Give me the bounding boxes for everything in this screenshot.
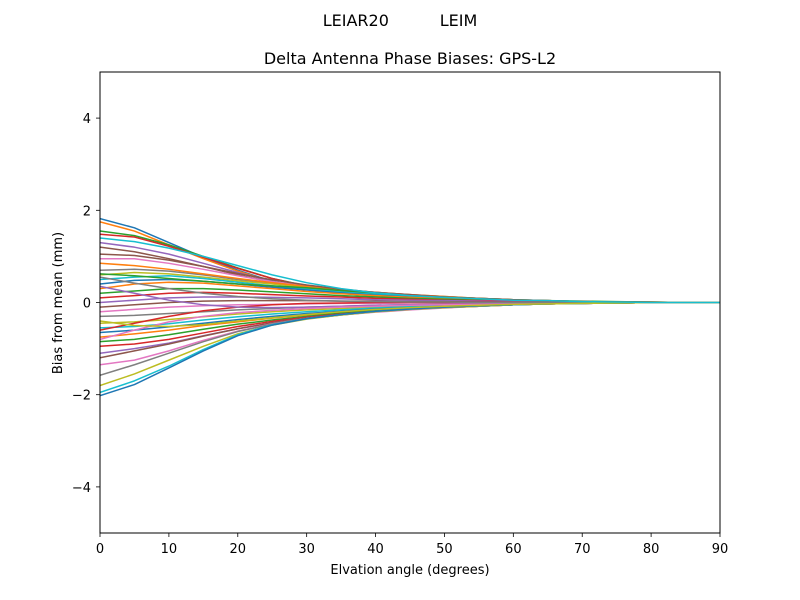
y-axis: −4 −2 0 2 4: [72, 112, 100, 496]
chart-title: Delta Antenna Phase Biases: GPS-L2: [264, 49, 556, 68]
y-tick-label: 2: [83, 204, 91, 219]
x-tick-label: 0: [96, 542, 104, 557]
x-tick-label: 20: [230, 542, 247, 557]
x-axis-label: Elvation angle (degrees): [330, 563, 489, 578]
x-axis: 0 10 20 30 40 50 60 70 80 90: [96, 533, 728, 557]
x-tick-label: 30: [298, 542, 315, 557]
y-tick-label: −2: [72, 389, 91, 404]
y-tick-label: 4: [83, 112, 91, 127]
y-tick-label: 0: [83, 297, 91, 312]
series-lines: [100, 217, 720, 397]
y-axis-label: Bias from mean (mm): [51, 232, 66, 374]
x-tick-label: 90: [712, 542, 729, 557]
figure-suptitle: LEIAR20 LEIM: [323, 11, 478, 30]
x-tick-label: 70: [574, 542, 591, 557]
x-tick-label: 50: [436, 542, 453, 557]
x-tick-label: 80: [643, 542, 660, 557]
series-line-40: [100, 237, 720, 304]
series-line-39: [100, 301, 720, 328]
x-tick-label: 10: [161, 542, 178, 557]
y-tick-label: −4: [72, 481, 91, 496]
x-tick-label: 40: [367, 542, 384, 557]
x-tick-label: 60: [505, 542, 522, 557]
